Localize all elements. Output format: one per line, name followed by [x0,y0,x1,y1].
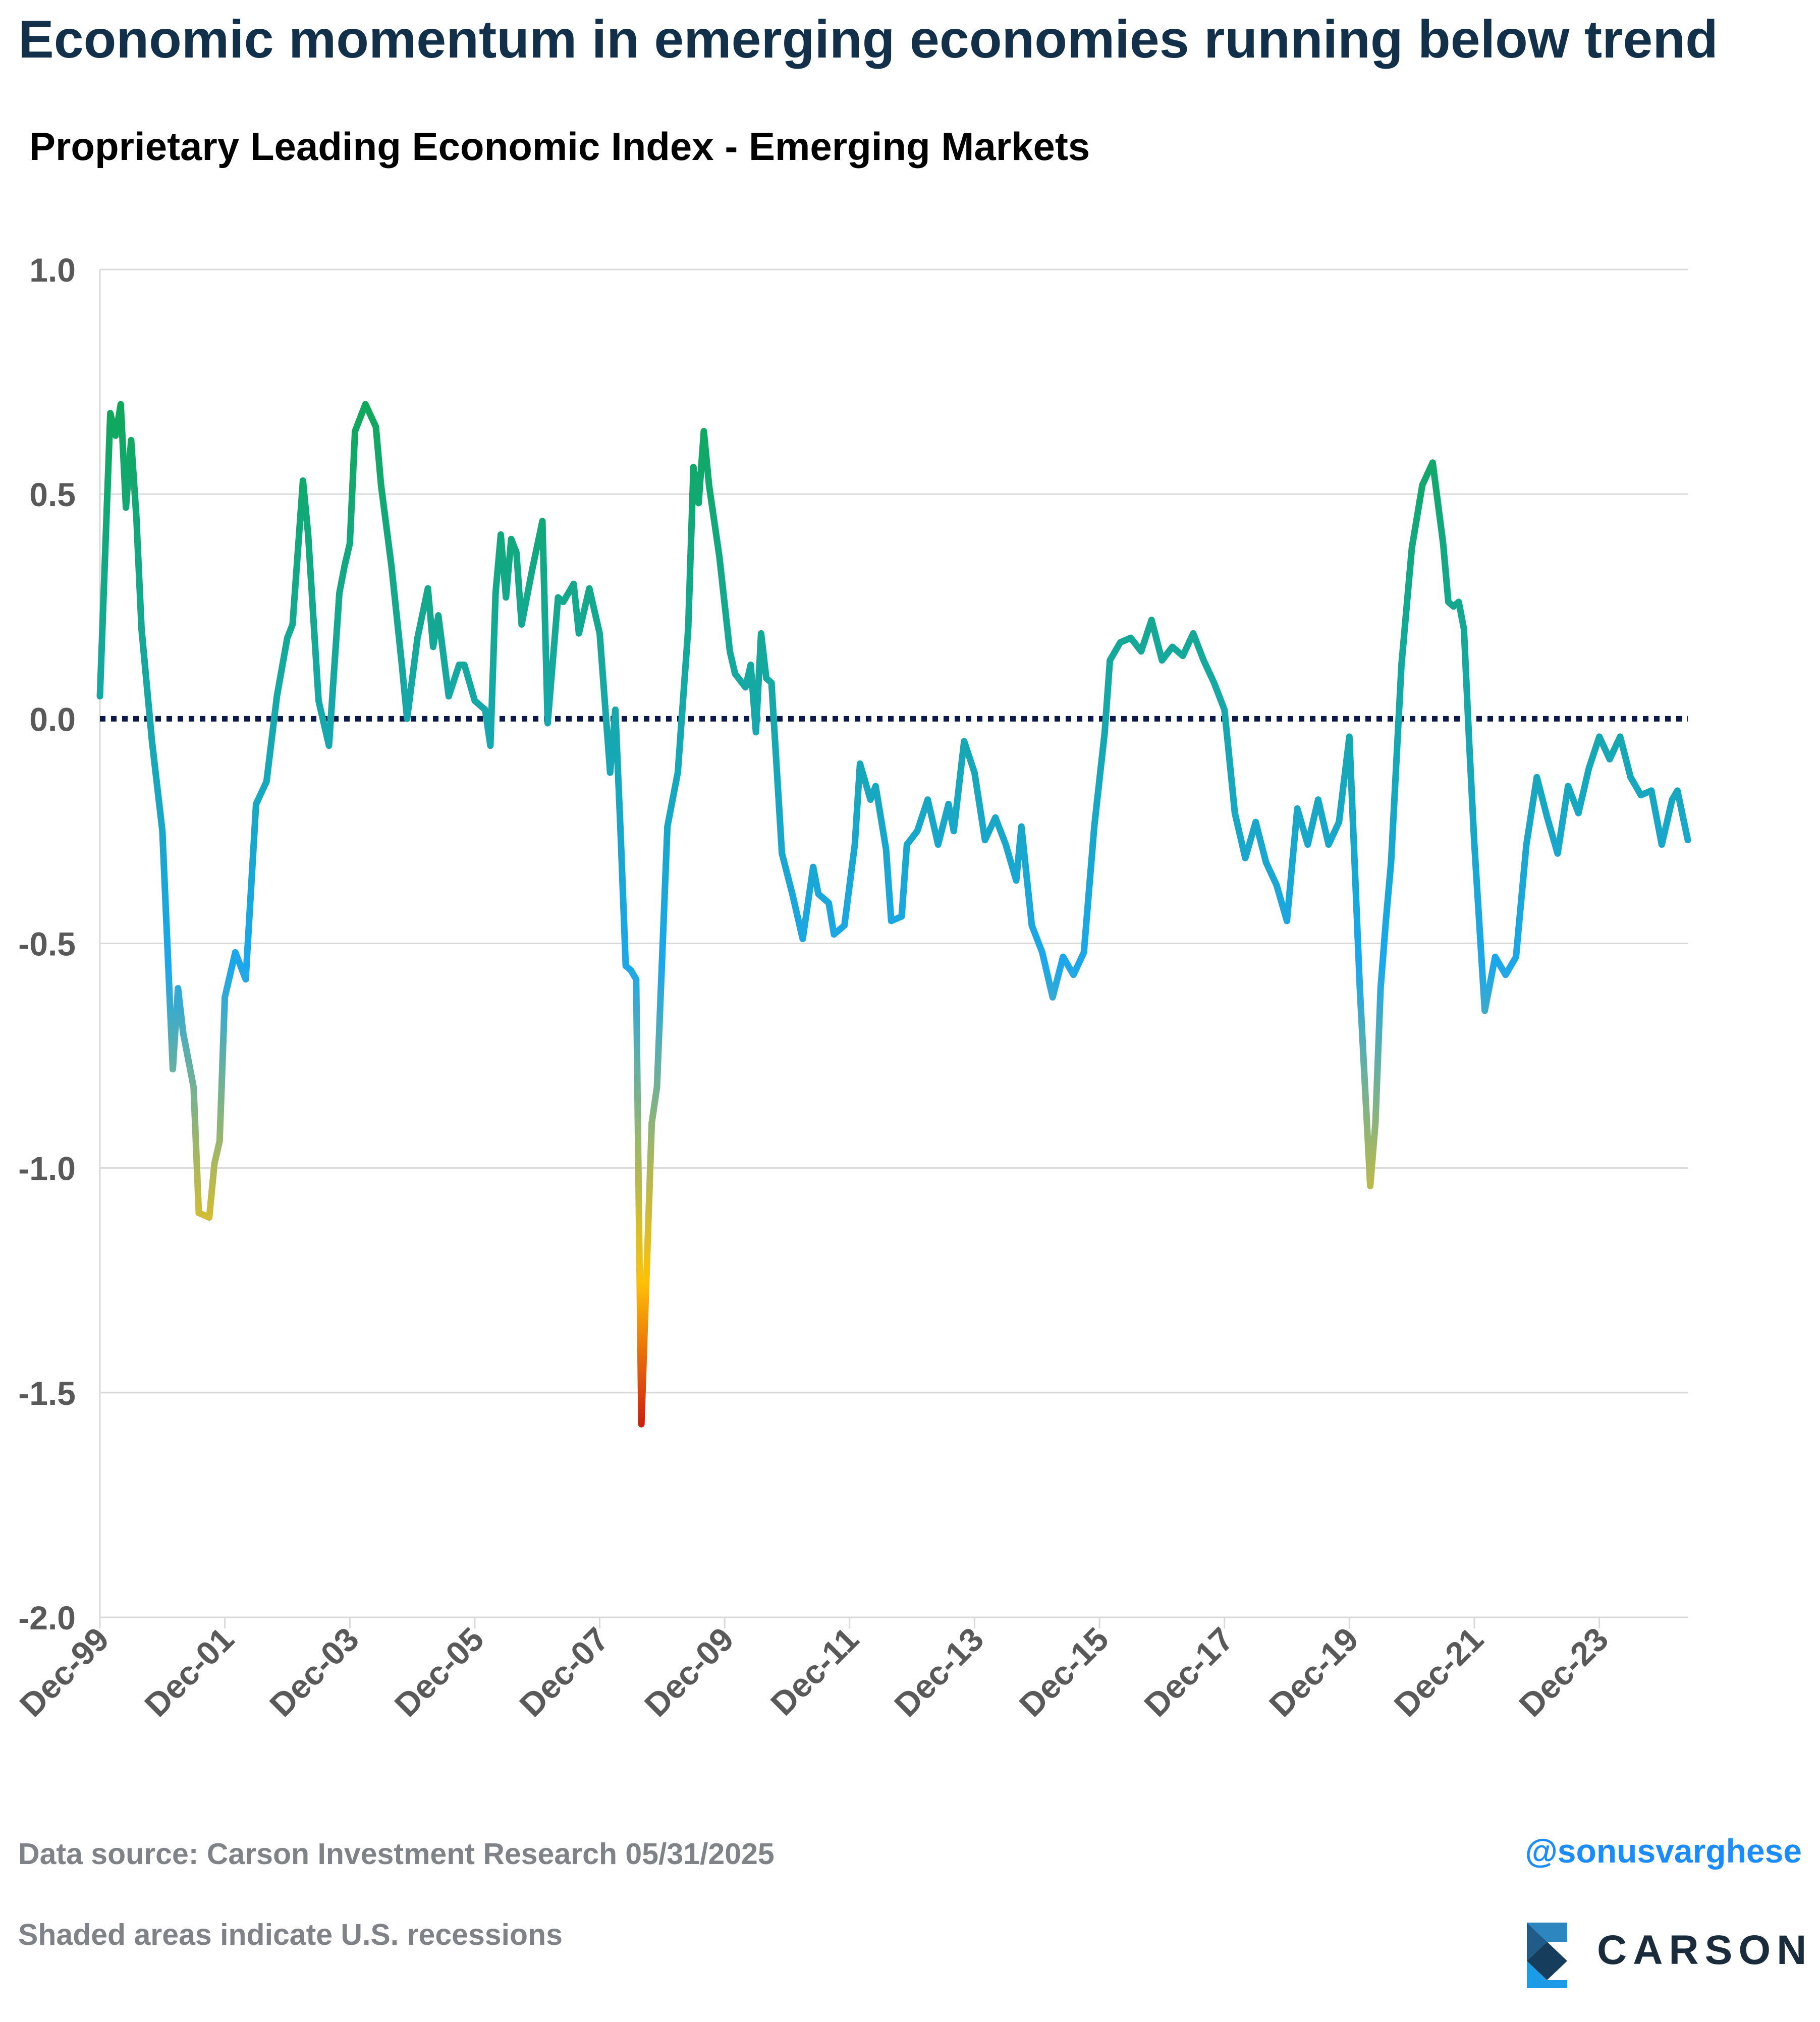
carson-logo-mark-icon [1527,1923,1567,1988]
x-tick-label: Dec-01 [137,1620,241,1724]
line-chart: 1.0 0.5 0.0 -0.5 -1.0 -1.5 -2.0 Dec-99 Dec-01 De… [13,251,1691,1724]
recession-note: Shaded areas indicate U.S. recessions [18,1918,563,1951]
x-axis-tick-labels: Dec-99 Dec-01 Dec-03 Dec-05 Dec-07 Dec-09 Dec-… [13,1620,1616,1724]
x-tick-label: Dec-09 [637,1620,741,1724]
x-tick-label: Dec-07 [512,1620,616,1724]
x-tick-label: Dec-05 [387,1620,490,1724]
y-tick-label: 0.0 [29,700,76,738]
y-tick-label: -1.5 [18,1375,76,1412]
gridlines [100,268,1688,1618]
chart-subtitle: Proprietary Leading Economic Index - Eme… [29,124,1090,169]
x-tick-label: Dec-15 [1012,1620,1116,1724]
x-tick-label: Dec-23 [1512,1620,1615,1724]
y-tick-label: -0.5 [18,925,76,963]
x-tick-label: Dec-19 [1262,1620,1365,1724]
x-tick-label: Dec-11 [763,1620,866,1723]
author-handle[interactable]: @sonusvarghese [1525,1832,1802,1870]
x-tick-label: Dec-17 [1137,1620,1240,1724]
series-line-em-lei [96,401,1691,1428]
y-tick-label: 1.0 [29,251,76,289]
y-tick-label: 0.5 [29,476,76,513]
carson-logo: CARSON [1519,1912,1806,1998]
y-tick-label: -1.0 [18,1150,76,1187]
data-source-note: Data source: Carson Investment Research … [18,1837,775,1871]
y-axis-tick-labels: 1.0 0.5 0.0 -0.5 -1.0 -1.5 -2.0 [18,251,76,1636]
y-tick-label: -2.0 [18,1599,76,1636]
chart-title: Economic momentum in emerging economies … [18,10,1718,69]
x-tick-label: Dec-21 [1387,1620,1490,1724]
x-tick-label: Dec-13 [887,1620,990,1724]
x-tick-label: Dec-03 [262,1620,366,1724]
carson-logo-text: CARSON [1597,1927,1813,1973]
axes [99,269,1688,1628]
